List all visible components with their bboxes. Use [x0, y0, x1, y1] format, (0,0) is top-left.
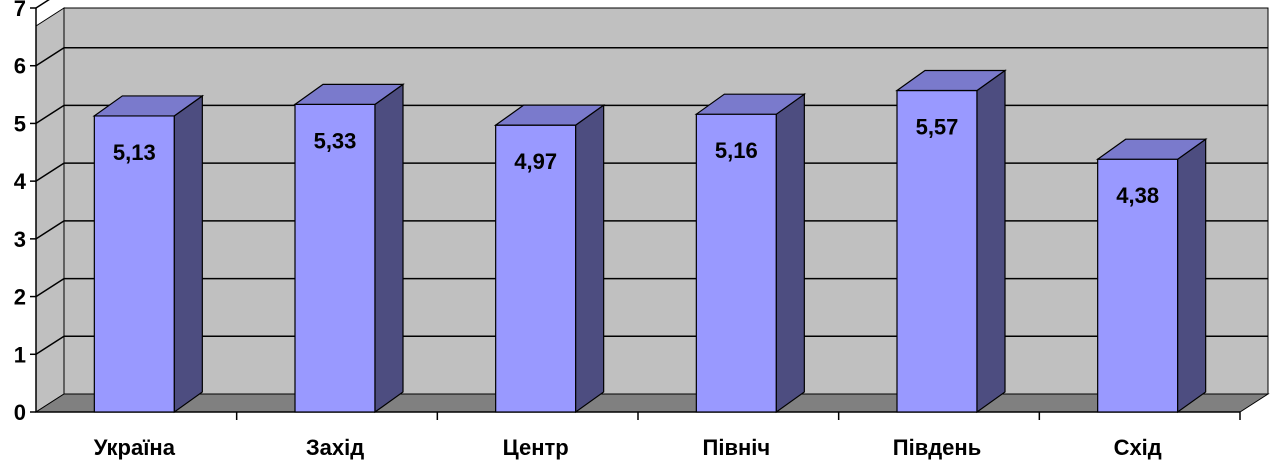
bar-top	[92, 95, 205, 117]
floor	[34, 393, 1270, 413]
bar-side	[1177, 138, 1207, 414]
bar	[1095, 138, 1208, 414]
data-label: 5,57	[916, 115, 959, 140]
bar	[493, 103, 606, 414]
axes	[30, 7, 1241, 420]
bar-top	[895, 69, 1007, 92]
y-tick-label: 6	[14, 54, 26, 79]
y-tick-label: 0	[14, 400, 26, 425]
x-tick-labels: Україна Захід Центр Північ Південь Схід	[94, 435, 1162, 460]
gridlines	[35, 0, 1268, 355]
y-tick-label: 5	[14, 111, 26, 136]
bar	[92, 94, 205, 414]
bar-top	[694, 93, 807, 115]
x-tick-label: Схід	[1114, 435, 1162, 460]
data-labels: 5,13 5,33 4,97 5,16 5,57 4,38	[113, 115, 1159, 209]
bar-top	[1095, 138, 1208, 160]
gridline-side	[35, 220, 65, 240]
bars	[92, 69, 1208, 414]
back-wall	[63, 7, 1269, 395]
y-tick-label: 3	[14, 227, 26, 252]
bar-front	[495, 124, 577, 413]
chart-walls	[34, 7, 1270, 413]
gridline-side	[35, 335, 65, 355]
bar-side	[374, 83, 404, 414]
bar-side	[173, 94, 203, 414]
bar	[694, 93, 807, 414]
gridline-side	[35, 277, 65, 298]
bar-front	[294, 103, 376, 413]
gridline-side	[35, 104, 65, 125]
x-tick-label: Північ	[703, 435, 771, 460]
data-label: 5,33	[314, 128, 357, 153]
y-tick-label: 2	[14, 285, 26, 310]
y-tick-label: 7	[14, 0, 26, 21]
x-tick-label: Захід	[306, 435, 364, 460]
y-tick-label: 1	[14, 342, 26, 367]
y-tick-labels: 0 1 2 3 4 5 6 7	[14, 0, 27, 425]
x-tick-label: Південь	[893, 435, 981, 460]
gridline-side	[35, 0, 50, 9]
bar-top	[493, 104, 606, 126]
bar-front	[896, 89, 978, 413]
bar-side	[575, 103, 605, 414]
data-label: 5,13	[113, 140, 156, 165]
gridline-side	[35, 47, 65, 67]
bar	[293, 83, 405, 414]
x-tick-label: Центр	[503, 435, 569, 460]
y-tick-label: 4	[14, 169, 27, 194]
data-label: 4,38	[1116, 183, 1159, 208]
bar-side	[775, 93, 805, 414]
bar-top	[293, 83, 405, 105]
data-label: 4,97	[514, 149, 557, 174]
data-label: 5,16	[715, 138, 758, 163]
bar-side	[976, 69, 1006, 414]
gridline-side	[35, 162, 65, 182]
x-tick-label: Україна	[94, 435, 176, 460]
bar	[895, 69, 1007, 414]
